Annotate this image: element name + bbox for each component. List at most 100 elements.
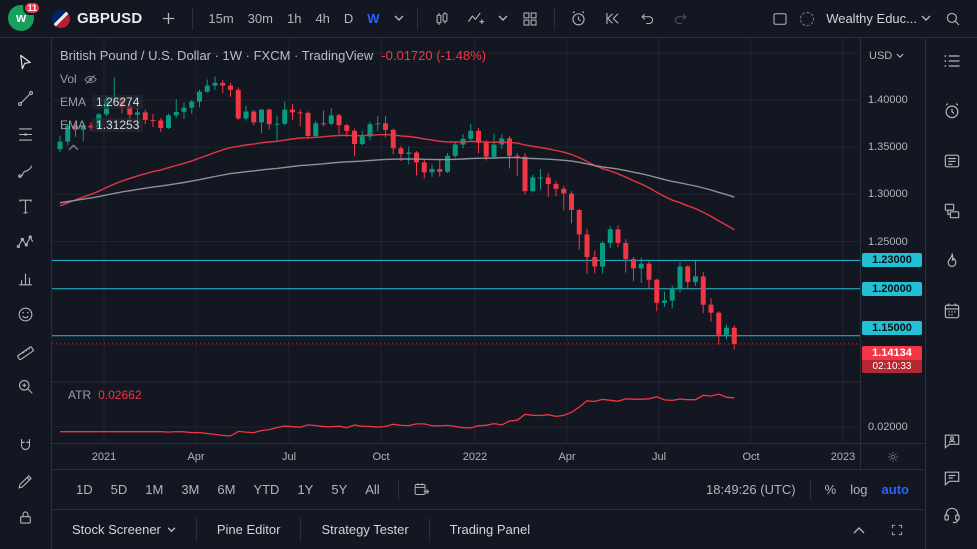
- bar-replay-button[interactable]: [597, 4, 629, 34]
- legend-symbol-title[interactable]: British Pound / U.S. Dollar · 1W · FXCM …: [60, 48, 374, 63]
- price-chart-canvas[interactable]: British Pound / U.S. Dollar · 1W · FXCM …: [52, 38, 860, 443]
- main-area: British Pound / U.S. Dollar · 1W · FXCM …: [0, 38, 977, 549]
- panel-controls: [849, 515, 925, 545]
- timeframe-1h[interactable]: 1h: [280, 6, 308, 31]
- emoji-tool-button[interactable]: [9, 300, 43, 328]
- eye-hidden-icon[interactable]: [83, 72, 98, 87]
- tab-trading-panel[interactable]: Trading Panel: [428, 517, 550, 542]
- axis-settings-corner[interactable]: [860, 444, 925, 469]
- range-6m[interactable]: 6M: [209, 477, 243, 502]
- interval-menu-button[interactable]: [389, 4, 409, 34]
- open-panel-button[interactable]: [849, 515, 869, 545]
- range-3m[interactable]: 3M: [173, 477, 207, 502]
- candlestick-plot[interactable]: [52, 38, 860, 443]
- home-logo[interactable]: w 11: [8, 0, 41, 33]
- timeframe-W[interactable]: W: [360, 6, 386, 31]
- layout-grid-button[interactable]: [514, 4, 546, 34]
- go-to-date-button[interactable]: [409, 475, 435, 505]
- redo-button[interactable]: [665, 4, 697, 34]
- brush-tool-button[interactable]: [9, 156, 43, 184]
- flame-icon: [947, 253, 956, 267]
- tab-label: Strategy Tester: [321, 522, 409, 537]
- forecast-icon: [19, 273, 32, 285]
- volume-legend-label[interactable]: Vol: [60, 72, 77, 86]
- range-1y[interactable]: 1Y: [289, 477, 321, 502]
- alerts-panel-button[interactable]: [935, 98, 969, 124]
- emoji-smiley-icon: [18, 307, 33, 321]
- pattern-tool-button[interactable]: [9, 228, 43, 256]
- zoom-in-tool-button[interactable]: [9, 372, 43, 400]
- right-sidebar: [925, 38, 977, 549]
- range-5d[interactable]: 5D: [103, 477, 136, 502]
- watchlist-button[interactable]: [935, 48, 969, 74]
- gbpusd-flag-icon: [52, 9, 70, 28]
- undo-button[interactable]: [631, 4, 663, 34]
- ema-slow-label[interactable]: EMA: [60, 118, 87, 132]
- indicator-templates-button[interactable]: [494, 4, 512, 34]
- range-1m[interactable]: 1M: [137, 477, 171, 502]
- support-button[interactable]: [935, 502, 969, 528]
- tab-strategy-tester[interactable]: Strategy Tester: [300, 517, 428, 542]
- range-ytd[interactable]: YTD: [245, 477, 287, 502]
- timeframe-30m[interactable]: 30m: [241, 6, 280, 31]
- ema-fast-value: 1.26274: [92, 95, 144, 109]
- percent-scale-button[interactable]: %: [824, 482, 837, 497]
- chevron-down-icon: [921, 15, 931, 22]
- range-bar-right: 18:49:26 (UTC) % log auto: [706, 479, 909, 500]
- ema-fast-label[interactable]: EMA: [60, 95, 87, 109]
- symbol-name: GBPUSD: [77, 10, 143, 27]
- timeframe-15m[interactable]: 15m: [201, 6, 240, 31]
- chevron-down-icon: [896, 53, 904, 58]
- symbol-search-button[interactable]: GBPUSD: [48, 7, 150, 31]
- magnet-icon: [20, 438, 31, 450]
- time-scale[interactable]: 2021 Apr Jul Oct 2022 Apr Jul Oct 2023: [52, 444, 860, 469]
- manage-layouts-button[interactable]: [764, 4, 796, 34]
- layout-name-button[interactable]: Wealthy Educ...: [824, 8, 933, 29]
- text-tool-button[interactable]: [9, 192, 43, 220]
- chart-column: British Pound / U.S. Dollar · 1W · FXCM …: [52, 38, 925, 549]
- maximize-panel-button[interactable]: [887, 515, 907, 545]
- price-scale-currency-menu[interactable]: USD: [869, 50, 904, 62]
- legend-collapse-button[interactable]: [68, 140, 486, 154]
- forecast-tool-button[interactable]: [9, 264, 43, 292]
- fib-retracement-tool-button[interactable]: [9, 120, 43, 148]
- tab-pine-editor[interactable]: Pine Editor: [195, 517, 301, 542]
- public-chats-button[interactable]: [935, 465, 969, 491]
- tab-stock-screener[interactable]: Stock Screener: [52, 518, 196, 542]
- hotlists-button[interactable]: [935, 248, 969, 274]
- magnet-mode-button[interactable]: [9, 431, 43, 459]
- create-alert-button[interactable]: [563, 4, 595, 34]
- timeframe-D[interactable]: D: [337, 6, 360, 31]
- quick-search-button[interactable]: [937, 4, 969, 34]
- lock-drawings-button[interactable]: [9, 503, 43, 531]
- compare-add-button[interactable]: [152, 4, 184, 34]
- tab-label: Stock Screener: [72, 522, 161, 537]
- calendar-button[interactable]: [935, 298, 969, 324]
- utc-clock[interactable]: 18:49:26 (UTC): [706, 482, 796, 497]
- news-panel-button[interactable]: [935, 148, 969, 174]
- data-window-button[interactable]: [935, 198, 969, 224]
- range-5y[interactable]: 5Y: [323, 477, 355, 502]
- level-price-chip: 1.15000: [862, 321, 922, 335]
- private-chats-button[interactable]: [935, 428, 969, 454]
- measure-tool-button[interactable]: [9, 336, 43, 364]
- chat-person-icon: [944, 434, 959, 449]
- price-scale[interactable]: USD 1.40000 1.35000 1.30000 1.25000 1.23000 1…: [860, 38, 925, 443]
- chart-style-button[interactable]: [426, 4, 458, 34]
- drawing-mode-button[interactable]: [9, 467, 43, 495]
- indicators-button[interactable]: [460, 4, 492, 34]
- trend-line-tool-button[interactable]: [9, 84, 43, 112]
- range-all[interactable]: All: [357, 477, 387, 502]
- xabcd-pattern-icon: [16, 234, 34, 248]
- log-scale-button[interactable]: log: [850, 482, 868, 497]
- timeframe-4h[interactable]: 4h: [308, 6, 336, 31]
- cursor-tool-button[interactable]: [9, 48, 43, 76]
- layout-icon: [773, 12, 787, 25]
- auto-scale-button[interactable]: auto: [881, 482, 909, 497]
- range-1d[interactable]: 1D: [68, 477, 101, 502]
- fullscreen-icon: [891, 524, 903, 535]
- legend-change: -0.01720 (-1.48%): [381, 48, 487, 63]
- atr-label[interactable]: ATR: [68, 388, 92, 402]
- tab-label: Pine Editor: [216, 522, 281, 537]
- range-separator: [809, 479, 811, 500]
